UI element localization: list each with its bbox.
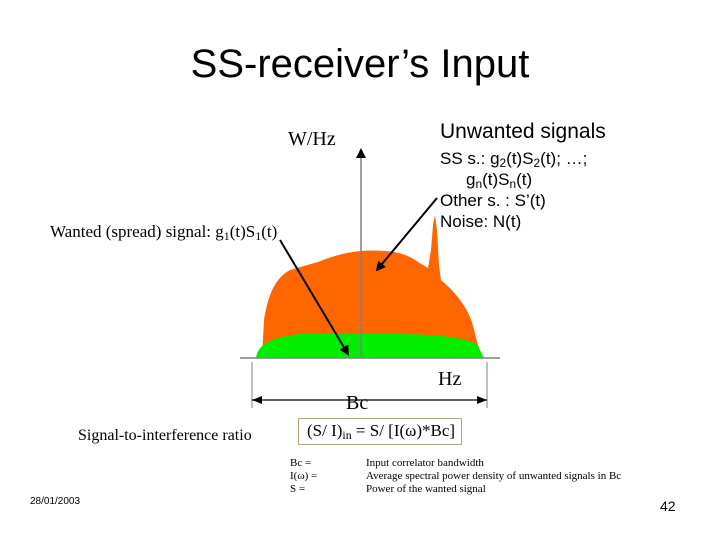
unwanted-signals-list: SS s.: g2(t)S2(t); …; gn(t)Sn(t) Other s… [440, 148, 587, 232]
noise-line: Noise: N(t) [440, 212, 522, 231]
ss-signals-line: SS s.: g2(t)S2(t); …; [440, 149, 588, 170]
bandwidth-arrow-right-head [477, 396, 487, 404]
y-axis-label: W/Hz [288, 128, 336, 150]
definition-value: Input correlator bandwidth [366, 457, 484, 469]
definition-key: I(ω) = [290, 470, 318, 482]
definition-key: S = [290, 483, 306, 495]
page-title: SS-receiver’s Input [190, 42, 530, 86]
unwanted-signals-heading: Unwanted signals [440, 120, 606, 143]
page-number: 42 [660, 498, 676, 514]
unwanted-pointer-arrow [375, 197, 438, 272]
x-axis-label: Hz [438, 368, 462, 390]
bandwidth-arrow-left-head [252, 396, 262, 404]
other-signals-line: Other s. : S’(t) [440, 191, 546, 210]
wanted-signal-label: Wanted (spread) signal: g1(t)S1(t) [50, 222, 278, 243]
definition-keys: Bc = I(ω) = S = [290, 457, 317, 496]
sir-formula-box: (S/ I)in = S/ [I(ω)*Bc] [298, 418, 463, 445]
sir-label: Signal-to-interference ratio [78, 427, 252, 444]
definition-key: Bc = [290, 457, 312, 469]
ss-signals-line-2: gn(t)Sn(t) [466, 170, 533, 191]
unwanted-spectrum-shape [262, 215, 483, 358]
footer-date: 28/01/2003 [30, 496, 81, 507]
definition-value: Average spectral power density of unwant… [366, 470, 622, 482]
wanted-spectrum-shape [256, 334, 484, 358]
definition-value: Power of the wanted signal [366, 483, 486, 495]
bandwidth-label: Bc [346, 392, 369, 414]
definition-values: Input correlator bandwidth Average spect… [366, 457, 621, 496]
wanted-pointer-arrow [279, 239, 350, 356]
